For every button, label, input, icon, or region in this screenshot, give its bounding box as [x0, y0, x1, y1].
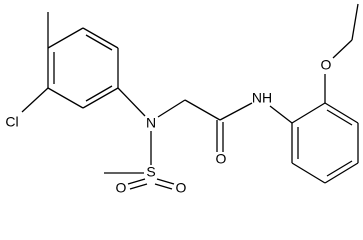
bond — [127, 178, 146, 185]
atom-label: O — [176, 180, 187, 196]
atom-label: O — [116, 180, 127, 196]
atom-label: O — [216, 151, 227, 167]
bond — [291, 102, 326, 124]
atom-label: NH — [252, 90, 272, 106]
molecule: Cl N S O O O NH O — [5, 3, 359, 196]
bond — [332, 39, 353, 59]
bond — [269, 105, 293, 124]
bond — [326, 109, 353, 126]
bond — [129, 183, 148, 190]
bond — [85, 34, 113, 51]
bond — [85, 85, 113, 102]
bond — [324, 162, 359, 184]
bond — [47, 27, 84, 49]
atom-label: S — [146, 164, 155, 180]
bond — [324, 102, 359, 124]
bond — [154, 183, 173, 190]
bonds — [21, 3, 359, 190]
bond — [184, 99, 221, 121]
bond — [82, 27, 119, 49]
atom-label: O — [321, 57, 332, 73]
bond — [117, 87, 146, 117]
atom-label: Cl — [5, 114, 18, 130]
atom-label: N — [146, 115, 156, 131]
bond — [219, 102, 253, 121]
bond — [82, 87, 119, 109]
bond — [156, 178, 175, 185]
bond — [326, 160, 353, 177]
bond — [291, 162, 326, 184]
bond — [47, 87, 84, 109]
bond — [157, 99, 186, 118]
bond — [21, 87, 49, 113]
bond — [351, 3, 359, 41]
page: Cl N S O O O NH O (() => { const data = … — [5, 3, 359, 196]
